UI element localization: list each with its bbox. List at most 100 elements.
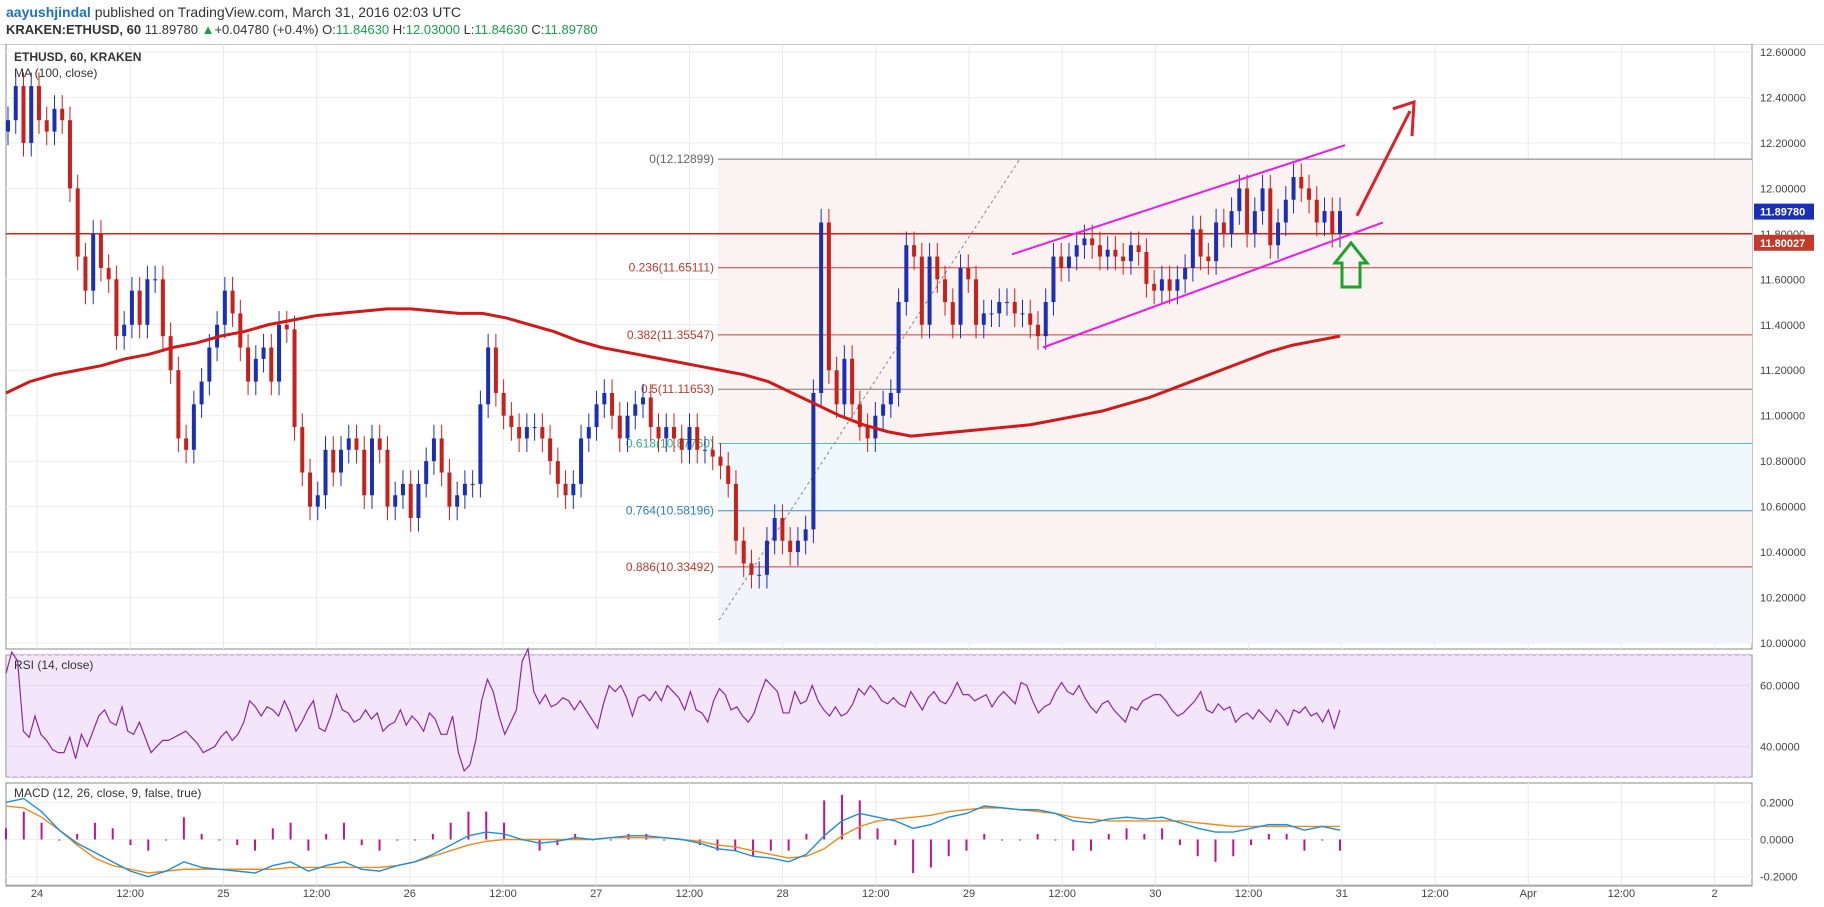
candle-up: [1066, 256, 1071, 268]
macd-histogram-bar: [271, 828, 274, 840]
macd-histogram-bar: [485, 811, 488, 840]
candle-up: [757, 574, 762, 576]
macd-histogram-bar: [431, 833, 434, 840]
price-axis-label: 10.20000: [1760, 593, 1806, 605]
candle-up: [1082, 238, 1087, 246]
candle-up: [1074, 245, 1079, 257]
candle-down: [509, 415, 514, 428]
macd-histogram-bar: [929, 839, 932, 868]
macd-histogram-bar: [1018, 839, 1021, 841]
candle-down: [648, 397, 653, 428]
ma-legend: MA (100, close): [14, 66, 97, 80]
candle-down: [44, 120, 49, 132]
candle-up: [1260, 188, 1265, 212]
candle-up: [29, 86, 34, 143]
macd-histogram-bar: [5, 828, 7, 840]
macd-histogram-bar: [76, 833, 79, 840]
macd-histogram-bar: [894, 839, 897, 846]
candle-up: [687, 427, 692, 450]
macd-histogram-bar: [1321, 839, 1324, 841]
x-tick-label: 12:00: [1608, 888, 1636, 900]
macd-histogram-bar: [503, 822, 506, 840]
candle-up: [122, 324, 127, 337]
candle-up: [52, 108, 57, 132]
candle-up: [1237, 188, 1242, 212]
x-tick-label: 30: [1149, 888, 1161, 900]
x-tick-label: 28: [776, 888, 788, 900]
macd-histogram-bar: [876, 828, 879, 840]
fib-level-label: 0.236(11.65111): [629, 261, 714, 275]
candle-up: [532, 427, 537, 429]
x-tick-label: 25: [217, 888, 229, 900]
close-value: 11.89780: [544, 22, 598, 37]
candle-up: [191, 404, 196, 450]
candle-up: [1276, 222, 1281, 246]
candle-down: [610, 392, 615, 416]
candle-down: [1167, 279, 1172, 291]
candle-down: [75, 188, 80, 257]
macd-histogram-bar: [40, 822, 43, 840]
price-chart[interactable]: 24 12:00 25 12:00 26 12:00 27 12:00 28 12:00 29 12:…: [0, 44, 1824, 907]
macd-histogram-bar: [787, 839, 790, 851]
macd-histogram-bar: [627, 833, 630, 840]
macd-histogram-bar: [1339, 839, 1341, 851]
price-axis-label: 12.40000: [1760, 92, 1806, 104]
macd-histogram-bar: [1303, 839, 1306, 851]
fib-level-label: 0.618(10.87760): [626, 437, 714, 451]
candle-down: [517, 427, 522, 439]
candle-up: [1229, 211, 1234, 234]
candle-down: [1144, 252, 1149, 284]
candle-down: [284, 324, 289, 330]
candle-up: [641, 397, 646, 405]
candle-down: [563, 483, 568, 496]
candle-down: [788, 540, 793, 553]
candle-up: [315, 495, 320, 507]
x-tick-label: 12:00: [489, 888, 517, 900]
candle-up: [478, 404, 483, 484]
candle-up: [888, 392, 893, 405]
author-link[interactable]: aayushjindal: [6, 4, 91, 20]
ma100-line: [5, 307, 1341, 438]
macd-histogram-bar: [93, 822, 96, 840]
price-axis-label: 11.00000: [1760, 411, 1805, 423]
rsi-axis-label: 60.0000: [1760, 681, 1800, 693]
target-arrow-head: [1392, 99, 1416, 137]
last-price-tag: [1754, 203, 1814, 220]
macd-histogram-bar: [378, 839, 381, 851]
price-axis-label: 11.60000: [1760, 274, 1805, 286]
last-price: 11.89780: [144, 22, 198, 37]
candle-up: [819, 222, 824, 393]
macd-histogram-bar: [1250, 839, 1253, 846]
macd-histogram-bar: [823, 800, 826, 840]
macd-histogram-bar: [912, 839, 915, 873]
macd-histogram-bar: [1036, 833, 1039, 840]
candle-down: [1330, 211, 1335, 234]
candle-down: [1121, 256, 1126, 262]
candle-down: [826, 222, 831, 371]
candle-up: [1175, 279, 1180, 291]
publish-text: published on TradingView.com, March 31, …: [94, 4, 461, 20]
candle-up: [1283, 199, 1288, 223]
candle-up: [795, 540, 800, 553]
target-arrow: [1355, 110, 1412, 217]
candle-down: [718, 456, 723, 466]
fib-level-label: 0.382(11.35547): [627, 328, 714, 342]
candle-up: [369, 438, 374, 496]
macd-histogram-bar: [805, 833, 808, 840]
x-tick-label: 27: [590, 888, 602, 900]
macd-histogram-bar: [1001, 839, 1004, 841]
price-axis-label: 11.40000: [1760, 320, 1805, 332]
macd-histogram-bar: [1089, 839, 1092, 851]
candle-down: [733, 483, 738, 541]
candle-down: [1059, 256, 1064, 268]
high-label: H:: [392, 22, 406, 37]
price-axis-label: 12.00000: [1760, 183, 1806, 195]
candle-up: [989, 313, 994, 315]
macd-histogram-bar: [983, 833, 986, 840]
macd-histogram-bar: [360, 839, 363, 846]
candle-up: [881, 404, 886, 416]
candle-up: [1005, 302, 1009, 304]
x-tick-label: 24: [31, 888, 43, 900]
candle-up: [431, 438, 436, 462]
candle-up: [13, 86, 18, 121]
